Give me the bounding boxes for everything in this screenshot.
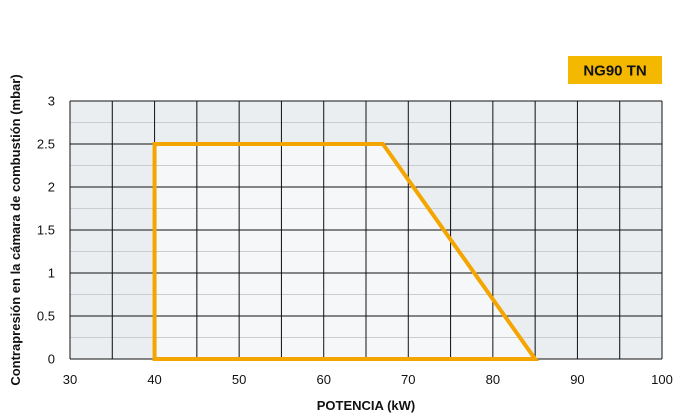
model-badge-background (568, 56, 662, 84)
y-axis-title: Contrapresión en la cámara de combustión… (8, 74, 23, 385)
model-badge: NG90 TN (568, 56, 662, 84)
y-axis-tick-labels: 0 0.5 1 1.5 2 2.5 3 (37, 94, 55, 367)
model-badge-label: NG90 TN (583, 63, 646, 80)
y-tick-label: 1.5 (37, 223, 55, 238)
x-tick-label: 100 (651, 372, 673, 387)
x-tick-label: 30 (63, 372, 77, 387)
y-tick-label: 1 (48, 266, 55, 281)
y-tick-label: 0 (48, 352, 55, 367)
x-tick-label: 90 (570, 372, 584, 387)
operating-region-outline (152, 142, 540, 361)
y-tick-label: 0.5 (37, 309, 55, 324)
x-tick-label: 50 (232, 372, 246, 387)
x-axis-tick-labels: 30 40 50 60 70 80 90 100 (63, 372, 673, 387)
x-tick-label: 80 (486, 372, 500, 387)
y-tick-label: 2.5 (37, 137, 55, 152)
x-tick-label: 60 (316, 372, 330, 387)
y-tick-label: 3 (48, 94, 55, 109)
y-tick-label: 2 (48, 180, 55, 195)
x-tick-label: 70 (401, 372, 415, 387)
x-axis-title: POTENCIA (kW) (317, 398, 415, 413)
x-tick-label: 40 (147, 372, 161, 387)
